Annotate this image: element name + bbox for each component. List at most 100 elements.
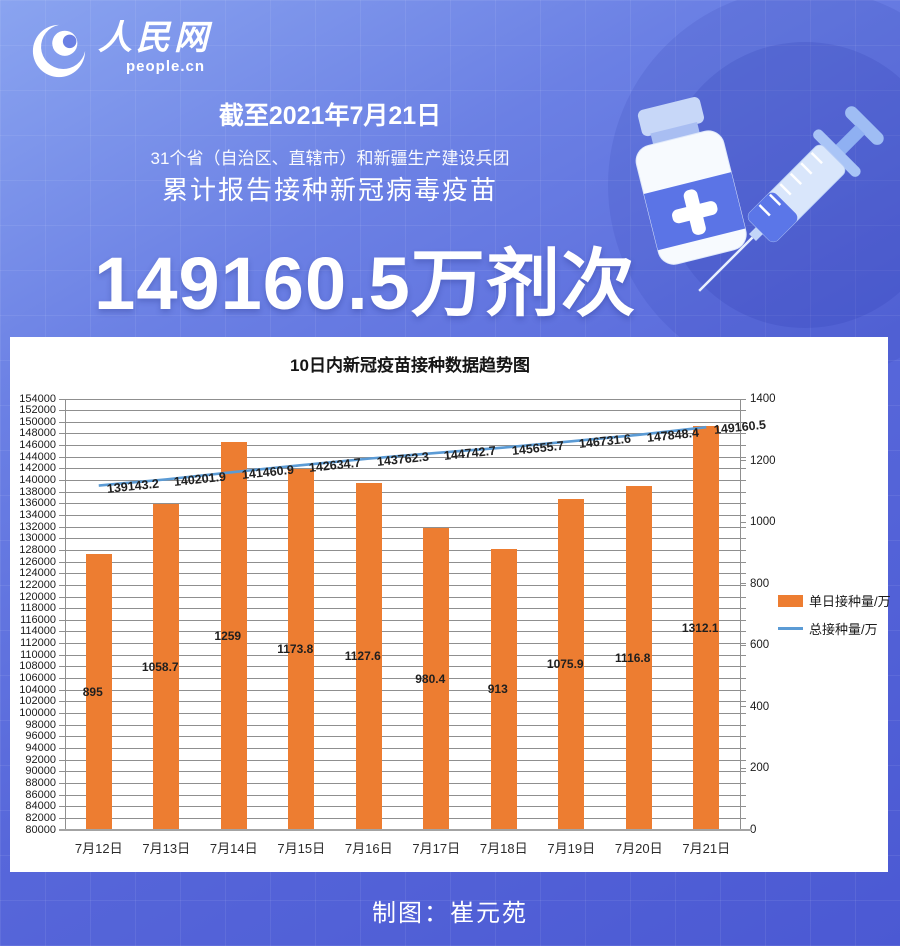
gridline <box>59 526 746 528</box>
left-axis-tick-label: 106000 <box>19 672 56 685</box>
left-axis-tick-label: 134000 <box>19 508 56 521</box>
plot-border-right <box>740 399 741 830</box>
left-axis-tick-label: 80000 <box>25 823 56 836</box>
left-axis-tick-label: 84000 <box>25 800 56 813</box>
left-axis-tick-label: 140000 <box>19 474 56 487</box>
x-axis-tick-label: 7月17日 <box>412 841 461 856</box>
x-axis-tick-label: 7月15日 <box>277 841 326 856</box>
gridline <box>59 398 746 400</box>
gridline <box>59 468 746 470</box>
bar-daily-doses <box>490 548 517 830</box>
left-axis-tick-label: 130000 <box>19 532 56 545</box>
gridline <box>59 421 746 423</box>
left-axis-tick-label: 138000 <box>19 485 56 498</box>
bar-data-label: 1075.9 <box>546 657 584 672</box>
legend-label-daily: 单日接种量/万 <box>809 594 891 609</box>
right-axis-tick-label: 1200 <box>750 454 776 467</box>
footer-credit: 制图：崔元苑 <box>372 900 528 927</box>
line-series-swatch-icon <box>778 627 803 630</box>
gridline <box>59 573 746 575</box>
logo-brand-text: 人民网 <box>98 20 212 57</box>
gridline <box>59 701 746 703</box>
bar-data-label: 1058.7 <box>141 660 179 675</box>
right-axis-tickmark <box>740 398 746 400</box>
plot-border-left <box>65 399 66 830</box>
x-axis-tick-label: 7月14日 <box>209 841 258 856</box>
gridline <box>59 549 746 551</box>
left-axis-tick-label: 118000 <box>20 602 56 615</box>
x-axis-tick-label: 7月12日 <box>74 841 123 856</box>
left-axis-tick-label: 146000 <box>19 439 56 452</box>
bar-data-label: 980.4 <box>415 672 446 687</box>
left-axis-tick-label: 104000 <box>19 683 56 696</box>
headline-number: 149160.5万剂次 <box>94 242 636 325</box>
left-axis-tick-label: 90000 <box>25 765 56 778</box>
right-axis-tick-label: 1400 <box>750 393 776 405</box>
left-axis-tick-label: 82000 <box>25 811 56 824</box>
bar-daily-doses <box>693 426 720 830</box>
gridline <box>59 794 746 796</box>
x-axis-tick-label: 7月19日 <box>547 841 596 856</box>
bar-data-label: 1312.1 <box>681 621 719 636</box>
gridline <box>59 480 746 482</box>
x-axis-line <box>59 829 752 831</box>
right-axis-tickmark <box>740 460 746 462</box>
gridline <box>59 491 746 493</box>
gridline <box>59 596 746 598</box>
bar-data-label: 1173.8 <box>277 642 314 657</box>
right-axis-tick-label: 200 <box>750 762 770 775</box>
x-axis-tick-label: 7月16日 <box>344 841 393 856</box>
gridline <box>59 678 746 680</box>
left-axis-tick-label: 124000 <box>19 567 56 580</box>
bar-daily-doses <box>85 554 112 830</box>
gridline <box>59 782 746 784</box>
bar-daily-doses <box>355 482 382 830</box>
chart-title: 10日内新冠疫苗接种数据趋势图 <box>290 356 530 375</box>
plot-area: 80000 82000 84000 86000 88000 90000 92000 94000… <box>10 337 888 872</box>
bar-data-label: 1259 <box>214 629 242 644</box>
people-cn-logo: 人民网 people.cn <box>30 22 212 80</box>
right-axis-tickmark <box>740 521 746 523</box>
bar-series-swatch-icon <box>778 594 803 607</box>
gridline <box>59 817 746 819</box>
bar-data-label: 1127.6 <box>344 649 381 664</box>
gridline <box>59 736 746 738</box>
gridline <box>59 654 746 656</box>
left-axis-tick-label: 154000 <box>19 392 56 405</box>
left-axis-tick-label: 110000 <box>20 648 56 661</box>
x-axis-tick-label: 7月21日 <box>682 841 731 856</box>
right-axis-tick-label: 1000 <box>750 516 776 529</box>
gridline <box>59 608 746 610</box>
left-axis-tick-label: 122000 <box>19 578 56 591</box>
gridline <box>59 433 746 435</box>
left-axis-tick-label: 100000 <box>19 707 56 719</box>
gridline <box>59 514 746 516</box>
left-axis-tick-label: 92000 <box>25 753 56 766</box>
gridline <box>59 666 746 668</box>
left-axis-tick-label: 116000 <box>20 613 56 626</box>
bar-data-label: 1116.8 <box>615 651 651 666</box>
right-axis-tick-label: 0 <box>750 824 757 836</box>
bar-daily-doses <box>558 498 585 830</box>
gridline <box>59 806 746 808</box>
legend-item-total: 总接种量/万 <box>778 619 891 638</box>
bar-daily-doses <box>220 442 247 830</box>
gridline <box>59 584 746 586</box>
bar-daily-doses <box>625 486 652 830</box>
left-axis-tick-label: 150000 <box>19 415 56 428</box>
right-axis-tick-label: 400 <box>750 700 770 713</box>
left-axis-tick-label: 94000 <box>25 741 56 754</box>
left-axis-tick-label: 152000 <box>19 404 56 417</box>
left-axis-tick-label: 98000 <box>25 718 56 731</box>
x-axis-tick-label: 7月13日 <box>142 841 191 856</box>
left-axis-tick-label: 114000 <box>20 625 56 638</box>
header-date-line: 截至2021年7月21日 <box>218 102 442 130</box>
x-axis-tick-label: 7月18日 <box>479 841 528 856</box>
gridline <box>59 410 746 412</box>
left-axis-tick-label: 108000 <box>19 660 56 673</box>
right-axis-tickmark <box>740 644 746 646</box>
right-axis-tick-label: 600 <box>750 639 770 652</box>
left-axis-tick-label: 148000 <box>19 427 56 440</box>
bar-daily-doses <box>288 468 315 830</box>
left-axis-tick-label: 132000 <box>19 520 56 533</box>
